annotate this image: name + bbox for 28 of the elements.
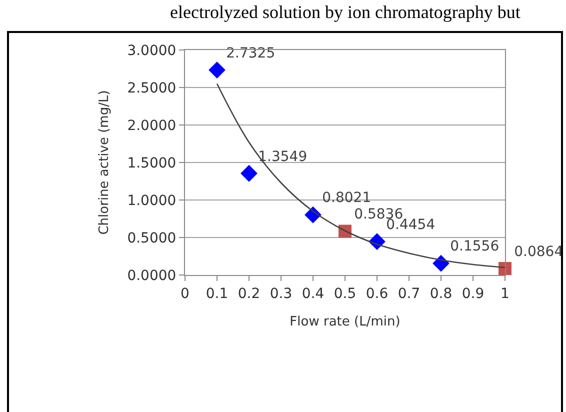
y-tick-label: 3.0000 (127, 42, 176, 59)
x-tick-label: 0.6 (366, 286, 388, 302)
y-axis-title: Chlorine active (mg/L) (97, 90, 112, 235)
x-tick-label: 0.9 (462, 286, 484, 302)
data-label: 0.8021 (322, 190, 372, 206)
x-axis-title: Flow rate (L/min) (290, 314, 400, 330)
point (208, 62, 226, 79)
x-tick-label: 0.8 (430, 286, 452, 302)
data-label: 0.0864 (514, 244, 564, 260)
data-label: 0.1556 (450, 238, 500, 255)
y-tick-label: 1.5000 (127, 155, 176, 172)
y-tick-label: 2.5000 (127, 80, 176, 96)
text: electrolyzed solution by ion chromatography but (170, 2, 520, 22)
x-tick-label: 0.5 (334, 286, 356, 302)
point (432, 254, 450, 272)
data-label: 1.3549 (258, 148, 308, 165)
point (240, 164, 258, 182)
x-tick-label: 0 (180, 286, 190, 302)
y-tick-label: 1.0000 (127, 192, 176, 209)
x-tick-label: 1 (500, 286, 510, 302)
x-tick-label: 0.1 (206, 286, 228, 302)
x-tick-label: 0.3 (270, 286, 292, 302)
y-tick-label: 0.0000 (127, 268, 176, 284)
y-tick-label: 0.5000 (127, 230, 176, 246)
x-tick-label: 0.7 (398, 286, 420, 302)
x-tick-label: 0.2 (238, 286, 260, 302)
x-tick-label: 0.4 (302, 286, 324, 302)
y-tick-label: 2.0000 (127, 118, 176, 134)
